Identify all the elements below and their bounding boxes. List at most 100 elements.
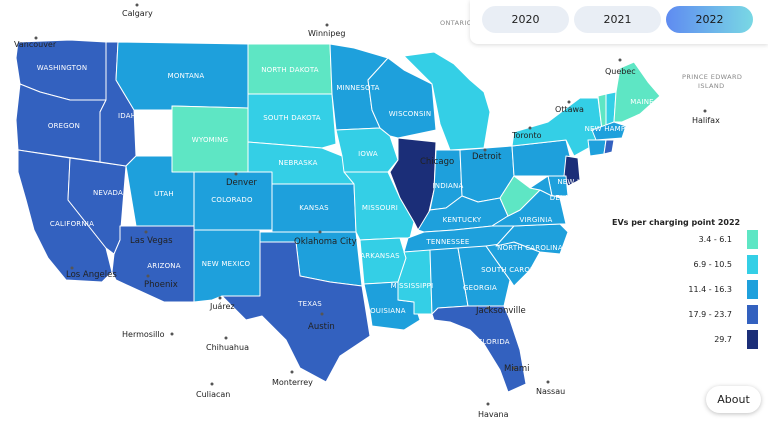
state-label-colorado: COLORADO <box>211 196 253 204</box>
about-button[interactable]: About <box>706 386 761 413</box>
state-massachusetts[interactable] <box>591 121 627 141</box>
city-dot-halifax <box>703 109 707 113</box>
state-georgia[interactable] <box>457 245 511 307</box>
state-label-north-dakota: NORTH DAKOTA <box>261 66 319 74</box>
city-label-halifax: Halifax <box>692 116 720 125</box>
city-label-las-vegas: Las Vegas <box>130 236 173 246</box>
state-label-iowa: IOWA <box>358 150 378 158</box>
legend-row: 6.9 - 10.5 <box>612 254 762 277</box>
city-label-nassau: Nassau <box>536 387 565 396</box>
year-button-2020[interactable]: 2020 <box>482 6 569 33</box>
state-label-montana: MONTANA <box>168 72 205 80</box>
city-dot-jacksonville <box>486 306 490 310</box>
state-maine[interactable] <box>613 61 661 123</box>
city-dot-culiacan <box>210 382 214 386</box>
city-label-ottawa: Ottawa <box>555 105 584 114</box>
state-texas[interactable] <box>221 241 371 383</box>
legend-swatch <box>747 305 758 324</box>
city-dot-juarez <box>218 296 222 300</box>
year-button-2021[interactable]: 2021 <box>574 6 661 33</box>
state-rhode-island[interactable] <box>603 139 615 155</box>
state-label-washington: WASHINGTON <box>37 64 88 72</box>
state-arkansas[interactable] <box>359 237 407 285</box>
legend: EVs per charging point 2022 3.4 - 6.1 6.… <box>612 218 762 352</box>
state-michigan[interactable] <box>403 51 491 151</box>
legend-swatch <box>747 330 758 349</box>
city-dot-nassau <box>546 380 550 384</box>
state-label-arizona: ARIZONA <box>147 262 180 270</box>
city-label-chicago: Chicago <box>420 157 454 167</box>
state-label-rhode-island: RHODE ISLAND <box>588 158 644 166</box>
state-label-virginia: VIRGINIA <box>520 216 553 224</box>
city-label-phoenix: Phoenix <box>144 280 178 290</box>
state-label-indiana: INDIANA <box>433 182 464 190</box>
city-label-culiacan: Culiacan <box>196 390 230 399</box>
state-label-nebraska: NEBRASKA <box>278 159 317 167</box>
region-label-prince-edward: PRINCE EDWARD <box>682 73 742 81</box>
legend-label: 3.4 - 6.1 <box>698 235 732 244</box>
state-label-nevada: NEVADA <box>93 189 123 197</box>
city-label-winnipeg: Winnipeg <box>308 29 345 38</box>
city-dot-austin <box>320 312 324 316</box>
city-label-austin: Austin <box>308 322 335 332</box>
legend-row: 11.4 - 16.3 <box>612 279 762 302</box>
state-label-wyoming: WYOMING <box>192 136 229 144</box>
state-wisconsin[interactable] <box>367 57 437 139</box>
legend-swatch <box>747 280 758 299</box>
city-label-miami: Miami <box>504 364 530 374</box>
state-new-jersey[interactable] <box>563 155 581 187</box>
city-dot-vancouver <box>34 36 38 40</box>
city-label-chihuahua: Chihuahua <box>206 343 249 352</box>
state-maryland[interactable] <box>529 175 553 197</box>
city-dot-los-angeles <box>70 266 74 270</box>
state-label-delaware: DELAWARE <box>550 194 591 202</box>
city-dot-quebec <box>618 58 622 62</box>
legend-title: EVs per charging point 2022 <box>612 218 741 227</box>
legend-label: 29.7 <box>714 335 732 344</box>
state-label-south-dakota: SOUTH DAKOTA <box>263 114 321 122</box>
legend-label: 17.9 - 23.7 <box>688 310 732 319</box>
state-connecticut[interactable] <box>587 139 607 157</box>
state-label-new-hampshire: NEW HAMPSHIRE <box>585 125 648 133</box>
state-florida[interactable] <box>431 305 527 393</box>
city-label-hermosillo: Hermosillo <box>122 330 165 339</box>
city-dot-havana <box>486 402 490 406</box>
state-label-utah: UTAH <box>154 190 174 198</box>
city-labels: Calgary Winnipeg Vancouver Quebec Ottawa… <box>14 3 720 419</box>
state-label-north-carolina: NORTH CAROLINA <box>497 244 563 252</box>
year-button-2022[interactable]: 2022 <box>666 6 753 33</box>
city-dot-ottawa <box>567 100 571 104</box>
city-label-los-angeles: Los Angeles <box>66 270 117 280</box>
city-label-denver: Denver <box>226 178 257 188</box>
city-dot-toronto <box>528 126 532 130</box>
state-label-louisiana: LOUISIANA <box>366 307 405 315</box>
city-label-havana: Havana <box>478 410 509 419</box>
city-dot-las-vegas <box>144 230 148 234</box>
state-south-dakota[interactable] <box>247 93 337 149</box>
state-label-kansas: KANSAS <box>299 204 329 212</box>
city-label-juarez: Juárez <box>209 302 235 311</box>
state-label-oregon: OREGON <box>48 122 80 130</box>
city-label-detroit: Detroit <box>472 152 502 162</box>
state-label-florida: FLORIDA <box>478 338 510 346</box>
states-layer <box>15 39 661 393</box>
state-label-arkansas: ARKANSAS <box>360 252 400 260</box>
state-label-south-carolina: SOUTH CAROLINA <box>481 266 547 274</box>
state-label-tennessee: TENNESSEE <box>425 238 469 246</box>
legend-label: 6.9 - 10.5 <box>693 260 732 269</box>
city-label-toronto: Toronto <box>511 131 542 140</box>
city-dot-detroit <box>483 148 487 152</box>
state-label-new-jersey: NEW JERSEY <box>557 178 603 186</box>
city-dot-hermosillo <box>170 332 174 336</box>
state-label-texas: TEXAS <box>297 300 322 308</box>
city-dot-phoenix <box>146 274 150 278</box>
city-dot-chihuahua <box>224 336 228 340</box>
legend-label: 11.4 - 16.3 <box>688 285 732 294</box>
state-missouri[interactable] <box>343 171 415 241</box>
city-label-calgary: Calgary <box>122 9 153 18</box>
state-label-missouri: MISSOURI <box>362 204 398 212</box>
state-label-new-mexico: NEW MEXICO <box>202 260 251 268</box>
state-labels: WASHINGTON OREGON CALIFORNIA NEVADA IDAH… <box>37 64 654 346</box>
city-dot-calgary <box>135 3 139 7</box>
